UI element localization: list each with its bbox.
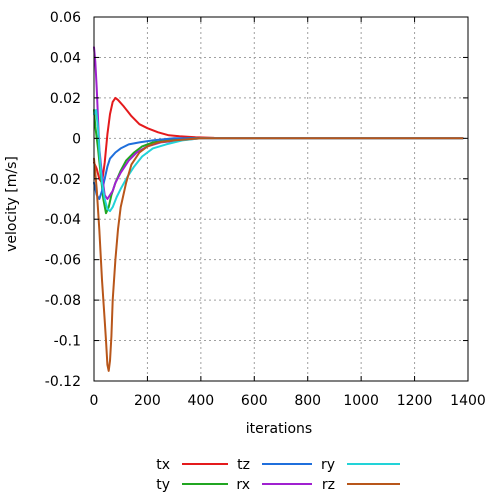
legend-label-rx: rx [236, 477, 250, 493]
y-tick-label: -0.04 [45, 212, 81, 228]
y-tick-label: -0.1 [54, 334, 81, 350]
y-tick-label: -0.06 [45, 253, 81, 269]
x-axis-ticks: 0 200 400 600 800 1000 1200 1400 [90, 17, 486, 409]
series-line-rx [93, 46, 464, 200]
series-line-tz [93, 137, 464, 200]
legend-label-ty: ty [156, 477, 170, 493]
series-line-ty [93, 109, 464, 215]
y-axis-ticks: -0.12 -0.1 -0.08 -0.06 -0.04 -0.02 0 0.02 0.04 0.… [45, 10, 468, 390]
y-tick-label: 0.04 [50, 50, 81, 66]
y-tick-label: -0.08 [45, 293, 81, 309]
y-tick-label: -0.12 [45, 374, 81, 390]
series-line-rz [93, 137, 464, 372]
x-tick-label: 1400 [450, 393, 486, 409]
series-lines [93, 46, 464, 372]
legend: tx ty tz rx ry rz [156, 457, 400, 493]
x-tick-label: 400 [187, 393, 214, 409]
x-tick-label: 0 [90, 393, 99, 409]
y-axis-label: velocity [m/s] [4, 156, 20, 252]
plot-frame [93, 16, 469, 382]
legend-label-rz: rz [322, 477, 335, 493]
y-tick-label: -0.02 [45, 172, 81, 188]
y-tick-label: 0.06 [50, 10, 81, 26]
x-tick-label: 600 [241, 393, 268, 409]
x-axis-label: iterations [246, 421, 312, 437]
x-tick-label: 800 [294, 393, 321, 409]
grid [94, 17, 468, 381]
legend-label-tx: tx [156, 457, 170, 473]
legend-label-ry: ry [321, 457, 335, 473]
y-tick-label: 0 [72, 131, 81, 147]
y-tick-label: 0.02 [50, 91, 81, 107]
series-line-ry [93, 109, 464, 213]
x-tick-label: 1000 [343, 393, 379, 409]
legend-label-tz: tz [237, 457, 250, 473]
x-tick-label: 200 [134, 393, 161, 409]
x-tick-label: 1200 [397, 393, 433, 409]
